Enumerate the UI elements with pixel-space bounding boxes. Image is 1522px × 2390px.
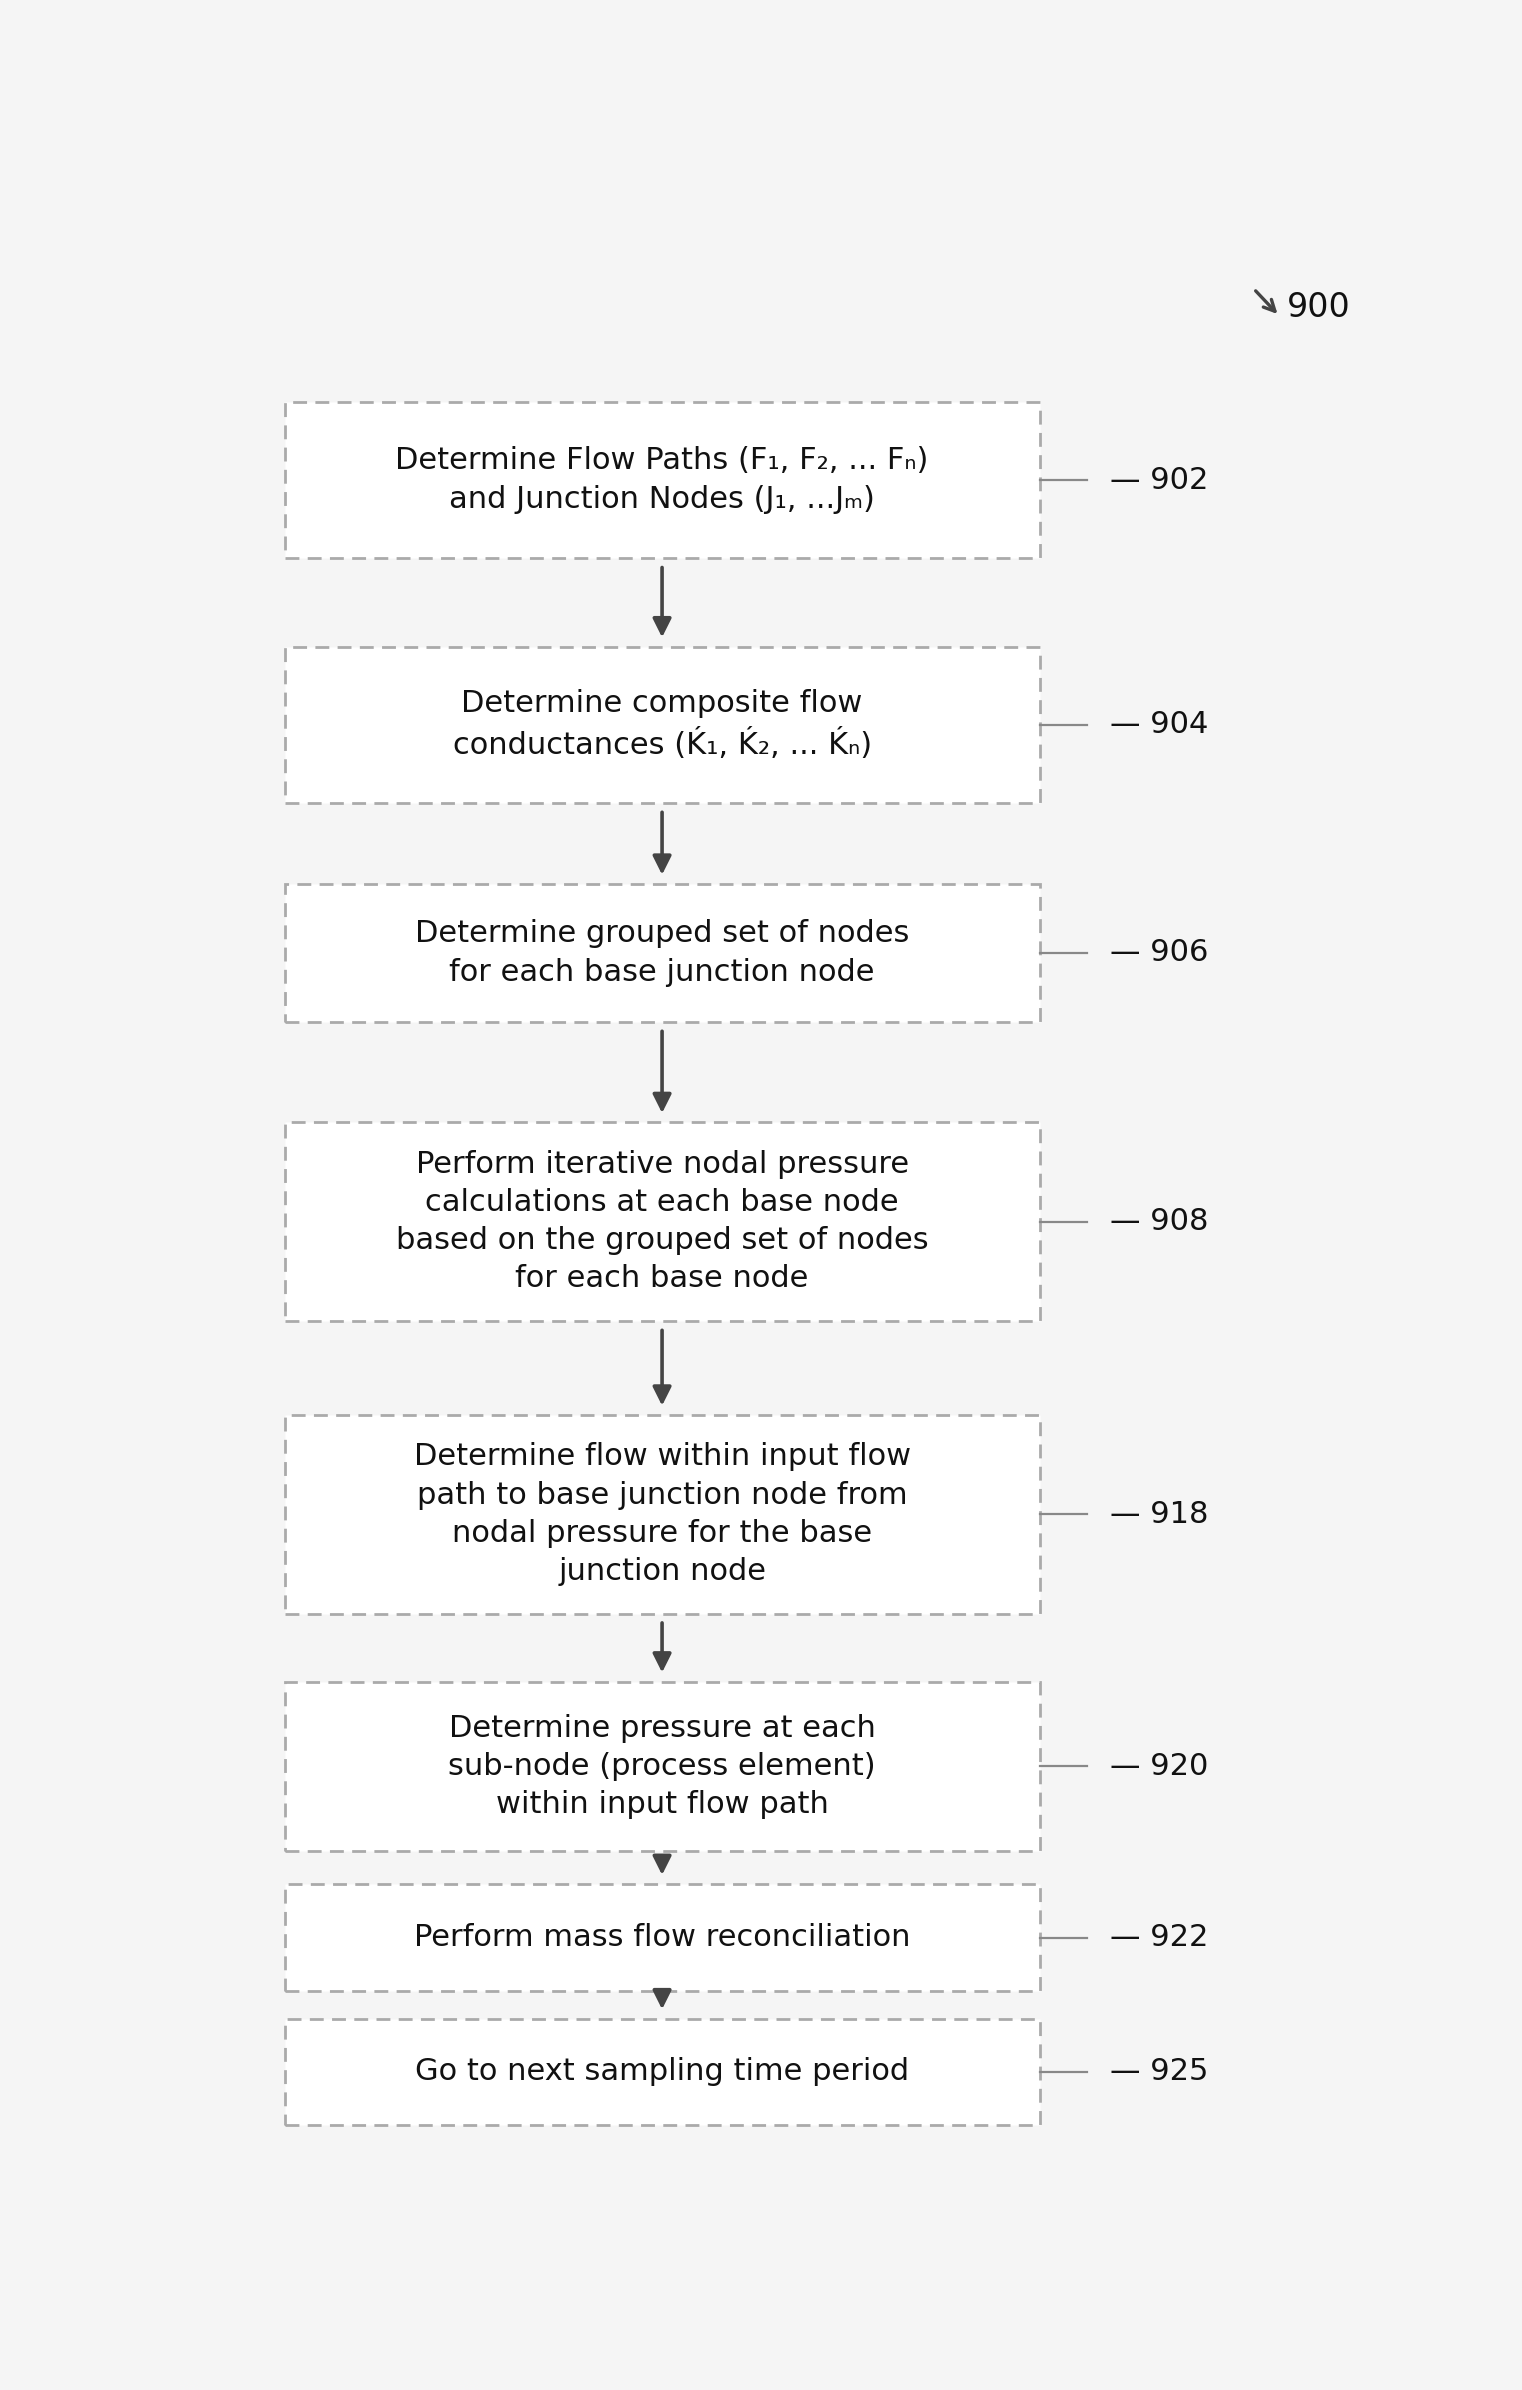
Text: — 920: — 920	[1111, 1752, 1208, 1781]
Text: — 925: — 925	[1111, 2058, 1208, 2086]
FancyBboxPatch shape	[285, 1123, 1040, 1322]
Text: — 904: — 904	[1111, 710, 1208, 739]
FancyBboxPatch shape	[285, 1883, 1040, 1991]
FancyBboxPatch shape	[285, 2020, 1040, 2125]
Text: Determine flow within input flow
path to base junction node from
nodal pressure : Determine flow within input flow path to…	[414, 1444, 910, 1587]
Text: — 906: — 906	[1111, 939, 1208, 968]
Text: Determine Flow Paths (F₁, F₂, ... Fₙ)
and Junction Nodes (J₁, ...Jₘ): Determine Flow Paths (F₁, F₂, ... Fₙ) an…	[396, 447, 928, 514]
FancyBboxPatch shape	[285, 1683, 1040, 1852]
Text: — 922: — 922	[1111, 1924, 1208, 1953]
Text: — 908: — 908	[1111, 1207, 1208, 1236]
Text: Go to next sampling time period: Go to next sampling time period	[416, 2058, 909, 2086]
Text: Perform mass flow reconciliation: Perform mass flow reconciliation	[414, 1924, 910, 1953]
FancyBboxPatch shape	[285, 1415, 1040, 1613]
Text: — 902: — 902	[1111, 466, 1208, 495]
Text: Perform iterative nodal pressure
calculations at each base node
based on the gro: Perform iterative nodal pressure calcula…	[396, 1150, 928, 1293]
Text: — 918: — 918	[1111, 1501, 1208, 1530]
FancyBboxPatch shape	[285, 884, 1040, 1023]
Text: Determine composite flow
conductances (Ḱ₁, Ḱ₂, ... Ḱₙ): Determine composite flow conductances (Ḱ…	[452, 688, 872, 760]
FancyBboxPatch shape	[285, 402, 1040, 559]
FancyBboxPatch shape	[285, 648, 1040, 803]
Text: Determine grouped set of nodes
for each base junction node: Determine grouped set of nodes for each …	[416, 920, 909, 987]
Text: 900: 900	[1288, 292, 1352, 323]
Text: Determine pressure at each
sub-node (process element)
within input flow path: Determine pressure at each sub-node (pro…	[449, 1714, 875, 1819]
